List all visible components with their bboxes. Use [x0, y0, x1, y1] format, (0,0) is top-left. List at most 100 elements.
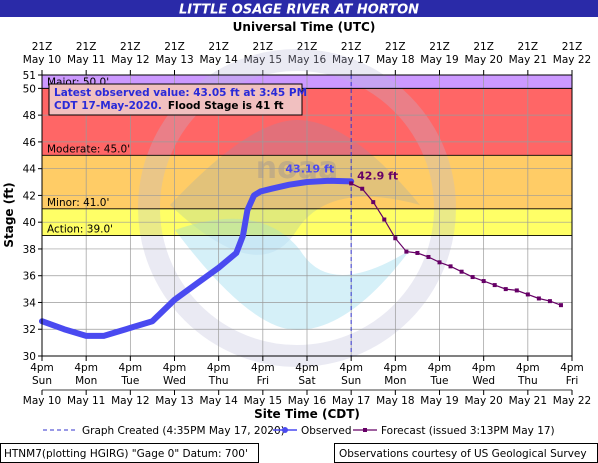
y-tick-label: 46 [23, 137, 37, 149]
date-axis-ticks: May 10 May 11 May 12 May 13 May 14 May 15 May … [23, 389, 591, 407]
top-tick-date: May 22 [553, 54, 591, 66]
date-tick-label: May 13 [155, 395, 193, 407]
bottom-axis-ticks: 4pmSun4pmMon4pmTue4pmWed4pmThu4pmFri4pmS… [30, 356, 584, 387]
date-tick-label: May 19 [420, 395, 458, 407]
top-tick-date: May 21 [509, 54, 547, 66]
forecast-point [503, 287, 508, 292]
threshold-labels: Major: 50.0'Moderate: 45.0'Minor: 41.0'A… [42, 76, 572, 237]
date-tick-label: May 20 [464, 395, 502, 407]
top-tick-time: 21Z [32, 41, 53, 53]
forecast-point [525, 292, 530, 297]
forecast-point [437, 260, 442, 265]
top-tick-time: 21Z [120, 41, 141, 53]
bottom-tick-time: 4pm [119, 362, 143, 374]
footer-right-text: Observations courtesy of US Geological S… [339, 448, 587, 460]
forecast-point [371, 200, 376, 205]
top-tick-time: 21Z [297, 41, 318, 53]
bottom-tick-weekday: Mon [384, 375, 406, 387]
bottom-tick-weekday: Thu [517, 375, 538, 387]
bottom-tick-time: 4pm [472, 362, 496, 374]
threshold-label: Action: 39.0' [47, 224, 113, 236]
y-tick-label: 36 [23, 271, 37, 283]
bottom-tick-time: 4pm [560, 362, 584, 374]
forecast-point [459, 269, 464, 274]
y-tick-label: 42 [23, 190, 36, 202]
legend-forecast-label: Forecast (issued 3:13PM May 17) [381, 425, 555, 437]
legend-observed-marker [282, 427, 288, 433]
forecast-point [547, 299, 552, 304]
bottom-tick-time: 4pm [516, 362, 540, 374]
top-tick-time: 21Z [385, 41, 406, 53]
forecast-point [426, 254, 431, 259]
top-tick-time: 21Z [164, 41, 185, 53]
top-tick-date: May 19 [420, 54, 458, 66]
top-tick-time: 21Z [473, 41, 494, 53]
bottom-tick-time: 4pm [30, 362, 54, 374]
forecast-point [349, 181, 354, 186]
observed-series-line [39, 177, 355, 339]
bottom-tick-weekday: Sun [341, 375, 361, 387]
top-tick-time: 21Z [208, 41, 229, 53]
top-tick-date: May 18 [376, 54, 414, 66]
bottom-tick-time: 4pm [251, 362, 275, 374]
y-tick-label: 32 [23, 324, 36, 336]
bottom-tick-weekday: Fri [257, 375, 270, 387]
bottom-tick-time: 4pm [339, 362, 363, 374]
info-line-2: CDT 17-May-2020. Flood Stage is 41 ft [54, 100, 284, 112]
date-tick-label: May 11 [67, 395, 105, 407]
date-tick-label: May 10 [23, 395, 61, 407]
date-tick-label: May 14 [199, 395, 238, 407]
bottom-tick-weekday: Tue [430, 375, 449, 387]
forecast-point [514, 288, 519, 293]
forecast-points [349, 181, 563, 308]
bottom-tick-weekday: Wed [163, 375, 186, 387]
bottom-tick-weekday: Fri [566, 375, 579, 387]
forecast-point [393, 236, 398, 241]
date-tick-label: May 21 [509, 395, 547, 407]
top-tick-time: 21Z [76, 41, 97, 53]
top-tick-date: May 20 [464, 54, 502, 66]
footer: HTNM7(plotting HGIRG) "Gage 0" Datum: 70… [0, 443, 598, 463]
forecast-point [415, 250, 420, 255]
date-tick-label: May 16 [288, 395, 327, 407]
date-tick-label: May 18 [376, 395, 414, 407]
y-axis-label: Stage (ft) [2, 182, 16, 247]
top-tick-date: May 12 [111, 54, 149, 66]
top-tick-date: May 15 [244, 54, 282, 66]
forecast-point [470, 275, 475, 280]
date-tick-label: May 15 [244, 395, 282, 407]
y-tick-label: 48 [23, 110, 36, 122]
top-tick-time: 21Z [253, 41, 274, 53]
forecast-point [404, 249, 409, 254]
y-tick-label: 34 [23, 297, 37, 309]
y-tick-label: 44 [23, 164, 37, 176]
bottom-tick-weekday: Tue [120, 375, 139, 387]
forecast-point [492, 283, 497, 288]
chart-title: LITTLE OSAGE RIVER AT HORTON [179, 3, 419, 18]
y-tick-label: 51 [23, 70, 36, 82]
y-tick-label: 40 [23, 217, 36, 229]
y-tick-label: 30 [23, 351, 36, 363]
bottom-tick-weekday: Thu [208, 375, 229, 387]
date-tick-label: May 12 [111, 395, 149, 407]
latest-observed-info-box: Latest observed value: 43.05 ft at 3:45 … [48, 83, 307, 116]
top-axis-title: Universal Time (UTC) [233, 20, 376, 34]
date-tick-label: May 22 [553, 395, 591, 407]
top-tick-date: May 16 [288, 54, 327, 66]
bottom-tick-time: 4pm [428, 362, 452, 374]
forecast-value-label: 42.9 ft [357, 169, 398, 182]
bottom-tick-weekday: Sun [32, 375, 52, 387]
info-box-background [48, 83, 303, 116]
top-tick-date: May 14 [199, 54, 238, 66]
legend-forecast-marker [363, 428, 367, 432]
threshold-label: Minor: 41.0' [47, 197, 109, 209]
top-tick-date: May 13 [155, 54, 193, 66]
x-axis-label: Site Time (CDT) [254, 407, 360, 421]
top-tick-date: May 11 [67, 54, 105, 66]
date-tick-label: May 17 [332, 395, 370, 407]
forecast-point [536, 296, 541, 301]
bottom-tick-time: 4pm [384, 362, 408, 374]
